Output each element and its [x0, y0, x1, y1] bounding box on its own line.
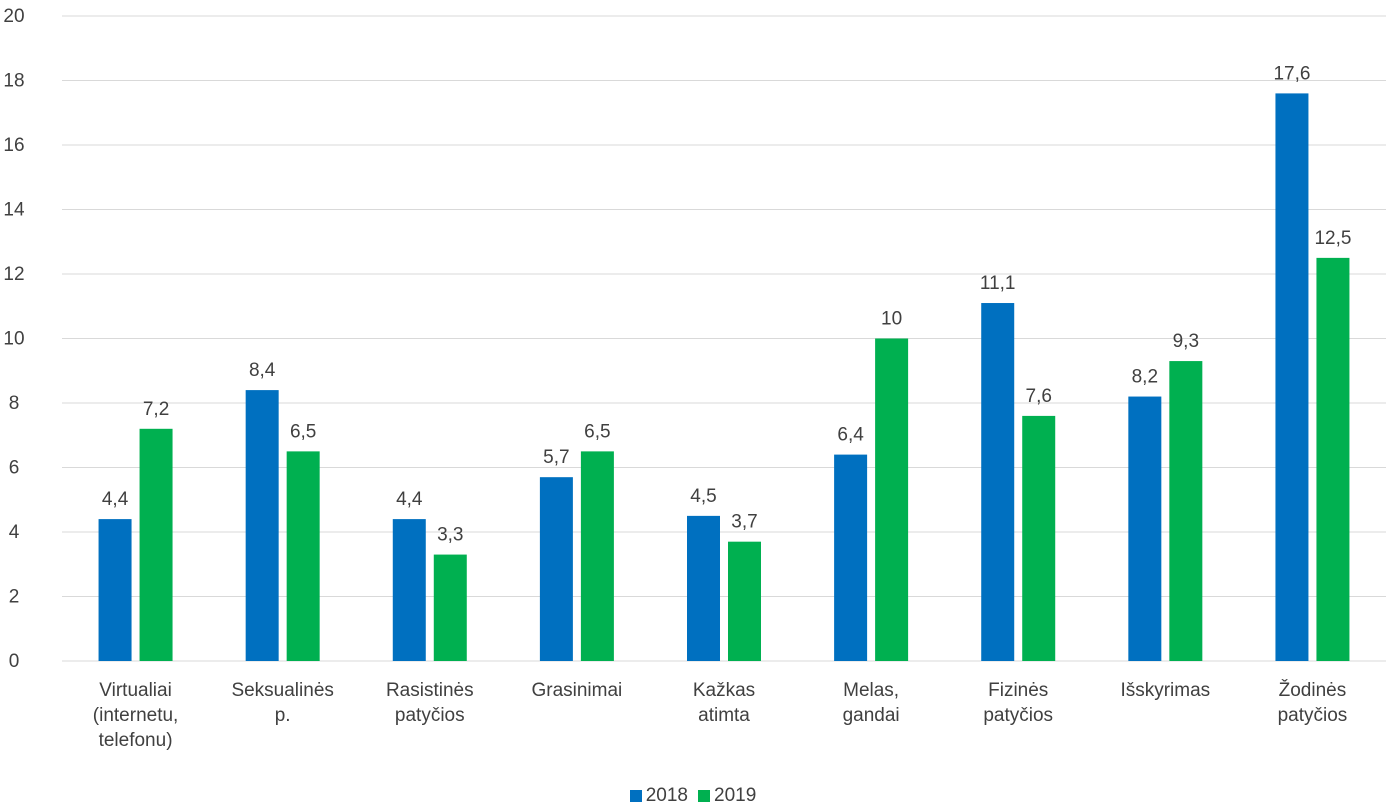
data-label-2019: 10 [881, 309, 902, 330]
x-category-label: Žodinės patyčios [1278, 679, 1348, 726]
bar-2019 [1169, 361, 1203, 661]
legend-swatch-2019 [698, 789, 710, 802]
x-axis-categories: Virtualiai (internetu, telefonu) Seksualinė… [93, 679, 1348, 751]
y-tick-label: 20 [3, 6, 24, 27]
y-tick-label: 4 [9, 522, 20, 543]
bar-2018 [1275, 93, 1309, 661]
y-tick-label: 16 [3, 135, 24, 156]
x-category-label: Grasinimai [531, 680, 622, 701]
data-label-2019: 12,5 [1314, 228, 1351, 249]
data-label-2019: 6,5 [290, 421, 316, 442]
data-label-2019: 9,3 [1173, 331, 1199, 352]
bar-2018 [392, 519, 426, 661]
x-category-label: Melas, gandai [843, 680, 900, 726]
y-tick-label: 2 [9, 587, 20, 608]
data-label-2018: 5,7 [543, 447, 569, 468]
legend-label-2019: 2019 [714, 784, 757, 806]
legend-item-2018: 2018 [629, 784, 688, 807]
bar-2019 [728, 541, 761, 661]
gridlines [62, 15, 1386, 662]
legend-item-2019: 2019 [698, 785, 756, 807]
y-axis-ticks: 0 2 4 6 8 10 12 14 16 18 20 [3, 6, 25, 672]
data-label-2019: 3,7 [731, 512, 757, 533]
y-tick-label: 10 [3, 329, 24, 350]
data-label-2018: 8,2 [1132, 367, 1158, 388]
y-tick-label: 18 [3, 71, 24, 92]
data-label-2019: 7,6 [1026, 386, 1052, 407]
bar-chart: 0 2 4 6 8 10 12 14 16 18 20 4,4 7,2 8,4 6,5 4,4 3,3 5,7 6… [3, 6, 1386, 751]
bar-2018 [539, 477, 573, 661]
legend: 2018 2019 [0, 783, 1386, 808]
bar-2019 [580, 451, 614, 661]
data-label-2019: 7,2 [143, 399, 169, 420]
x-category-label: Virtualiai (internetu, telefonu) [93, 680, 179, 751]
legend-label-2018: 2018 [645, 784, 688, 806]
bar-2018 [834, 454, 868, 661]
x-category-label: Fizinės patyčios [983, 680, 1053, 726]
bar-2019 [286, 451, 320, 661]
data-label-2018: 4,4 [396, 489, 423, 510]
data-label-2018: 4,4 [102, 489, 129, 510]
bar-2019 [139, 428, 173, 661]
data-label-2018: 4,5 [690, 486, 716, 507]
y-tick-label: 8 [9, 393, 20, 414]
legend-swatch-2018 [629, 789, 642, 802]
bar-2019 [433, 554, 467, 661]
bars [98, 93, 1350, 661]
data-label-2019: 6,5 [584, 421, 610, 442]
bar-2018 [687, 515, 720, 661]
data-label-2018: 8,4 [249, 360, 276, 381]
bar-2018 [1128, 396, 1162, 661]
x-category-label: Rasistinės patyčios [386, 680, 474, 726]
y-tick-label: 12 [3, 264, 24, 285]
data-label-2018: 11,1 [980, 273, 1016, 294]
x-category-label: Išskyrimas [1120, 680, 1210, 701]
x-category-label: Kažkas atimta [693, 680, 755, 726]
data-label-2019: 3,3 [437, 525, 463, 546]
bar-2018 [981, 303, 1015, 661]
bar-2019 [875, 338, 909, 661]
bar-2019 [1022, 415, 1056, 661]
data-label-2018: 6,4 [837, 425, 864, 446]
y-tick-label: 14 [3, 200, 25, 221]
y-tick-label: 6 [9, 458, 20, 479]
y-tick-label: 0 [9, 651, 20, 672]
bar-2019 [1316, 257, 1350, 661]
bar-2018 [98, 519, 132, 661]
data-labels: 4,4 7,2 8,4 6,5 4,4 3,3 5,7 6,5 4,5 3,7 6,4 10 11,1 7… [102, 63, 1352, 545]
x-category-label: Seksualinės p. [231, 680, 333, 726]
bar-2018 [245, 390, 279, 661]
data-label-2018: 17,6 [1273, 63, 1310, 84]
